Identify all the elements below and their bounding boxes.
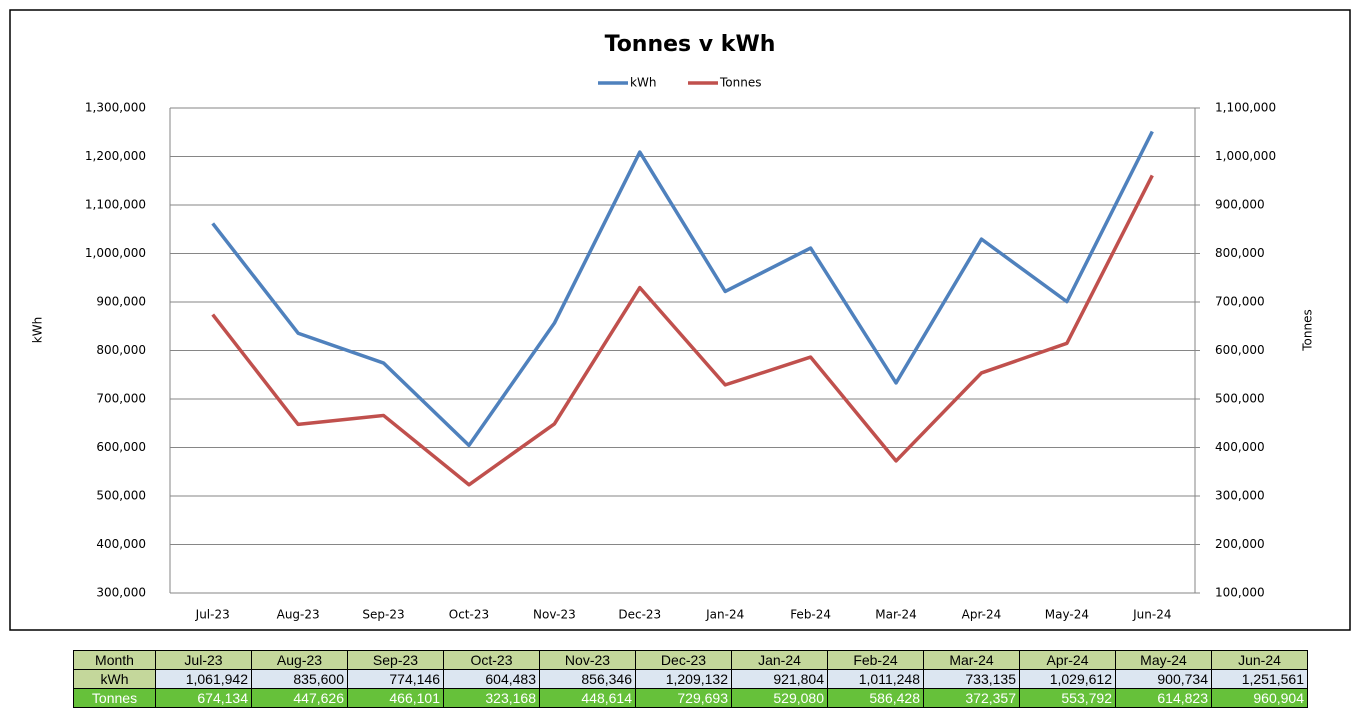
y2-tick-label: 1,000,000 [1215, 149, 1276, 163]
y2-tick-label: 300,000 [1215, 489, 1265, 503]
table-cell: kWh [73, 669, 156, 689]
series-line [211, 130, 1154, 448]
y-tick-label: 1,200,000 [85, 149, 146, 163]
y2-tick-label: 400,000 [1215, 440, 1265, 454]
y-tick-label: 800,000 [96, 343, 146, 357]
table-cell: 1,061,942 [155, 669, 252, 689]
x-tick-label: Jan-24 [705, 608, 744, 622]
table-cell: 529,080 [731, 688, 828, 708]
table-row: Tonnes 674,134 447,626 466,101 323,168 448,61… [73, 688, 1308, 708]
x-tick-label: Nov-23 [533, 608, 576, 622]
table-cell: 448,614 [539, 688, 636, 708]
table-cell: Jul-23 [155, 650, 252, 670]
legend-label: Tonnes [719, 76, 761, 90]
y-tick-label: 500,000 [96, 489, 146, 503]
chart: Tonnes v kWh kWh Tonnes 300,000 400,000 50… [9, 9, 1351, 631]
table-cell: 856,346 [539, 669, 636, 689]
x-tick-label: Jun-24 [1132, 608, 1171, 622]
table-cell: Jan-24 [731, 650, 828, 670]
table-cell: 586,428 [827, 688, 924, 708]
table-cell: 900,734 [1115, 669, 1212, 689]
table-cell: 921,804 [731, 669, 828, 689]
x-tick-label: Feb-24 [790, 608, 831, 622]
table-cell: Dec-23 [635, 650, 732, 670]
x-tick-label: Sep-23 [362, 608, 404, 622]
chart-frame [9, 9, 1351, 631]
x-tick-label: Aug-23 [277, 608, 320, 622]
y-tick-label: 1,000,000 [85, 246, 146, 260]
table-cell: 1,209,132 [635, 669, 732, 689]
table-cell: Mar-24 [923, 650, 1020, 670]
y-tick-label: 1,100,000 [85, 198, 146, 212]
y2-axis-label: Tonnes [1301, 309, 1315, 351]
y-tick-label: 1,300,000 [85, 101, 146, 115]
x-tick-label: Jul-23 [195, 608, 230, 622]
y2-tick-label: 500,000 [1215, 392, 1265, 406]
x-tick-label: Mar-24 [875, 608, 916, 622]
y2-tick-label: 600,000 [1215, 343, 1265, 357]
table-cell: 733,135 [923, 669, 1020, 689]
table-cell: 447,626 [251, 688, 348, 708]
table-cell: 835,600 [251, 669, 348, 689]
table-cell: 1,011,248 [827, 669, 924, 689]
table-cell: Oct-23 [443, 650, 540, 670]
x-tick-label: Oct-23 [449, 608, 489, 622]
data-table: Month Jul-23 Aug-23 Sep-23 Oct-23 Nov-23 Dec-2… [73, 650, 1308, 708]
y-tick-label: 400,000 [96, 537, 146, 551]
y-tick-label: 700,000 [96, 392, 146, 406]
table-cell: 323,168 [443, 688, 540, 708]
y2-tick-label: 700,000 [1215, 295, 1265, 309]
table-cell: 729,693 [635, 688, 732, 708]
y2-tick-label: 800,000 [1215, 246, 1265, 260]
table-cell: Apr-24 [1019, 650, 1116, 670]
y2-tick-label: 900,000 [1215, 198, 1265, 212]
legend-label: kWh [630, 76, 656, 90]
table-row: kWh 1,061,942 835,600 774,146 604,483 856,346… [73, 669, 1308, 689]
table-row: Month Jul-23 Aug-23 Sep-23 Oct-23 Nov-23 Dec-2… [73, 650, 1308, 670]
y2-tick-label: 200,000 [1215, 537, 1265, 551]
table-cell: 604,483 [443, 669, 540, 689]
series-line [211, 174, 1154, 487]
y2-tick-label: 100,000 [1215, 586, 1265, 600]
y-axis-label: kWh [31, 317, 45, 343]
x-tick-label: Apr-24 [962, 608, 1002, 622]
table-cell: 466,101 [347, 688, 444, 708]
table-cell: 553,792 [1019, 688, 1116, 708]
table-cell: Tonnes [73, 688, 156, 708]
y-tick-label: 300,000 [96, 586, 146, 600]
table-cell: 614,823 [1115, 688, 1212, 708]
table-cell: Jun-24 [1211, 650, 1308, 670]
y-tick-label: 900,000 [96, 295, 146, 309]
table-cell: 372,357 [923, 688, 1020, 708]
y2-tick-label: 1,100,000 [1215, 101, 1276, 115]
table-cell: 774,146 [347, 669, 444, 689]
table-cell: Month [73, 650, 156, 670]
table-cell: Nov-23 [539, 650, 636, 670]
table-cell: Aug-23 [251, 650, 348, 670]
y-tick-label: 600,000 [96, 440, 146, 454]
table-cell: 960,904 [1211, 688, 1308, 708]
table-cell: 674,134 [155, 688, 252, 708]
table-cell: Feb-24 [827, 650, 924, 670]
x-tick-label: Dec-23 [618, 608, 661, 622]
chart-title: Tonnes v kWh [605, 32, 776, 57]
table-cell: 1,029,612 [1019, 669, 1116, 689]
table-cell: May-24 [1115, 650, 1212, 670]
table-cell: Sep-23 [347, 650, 444, 670]
x-tick-label: May-24 [1045, 608, 1089, 622]
table-cell: 1,251,561 [1211, 669, 1308, 689]
